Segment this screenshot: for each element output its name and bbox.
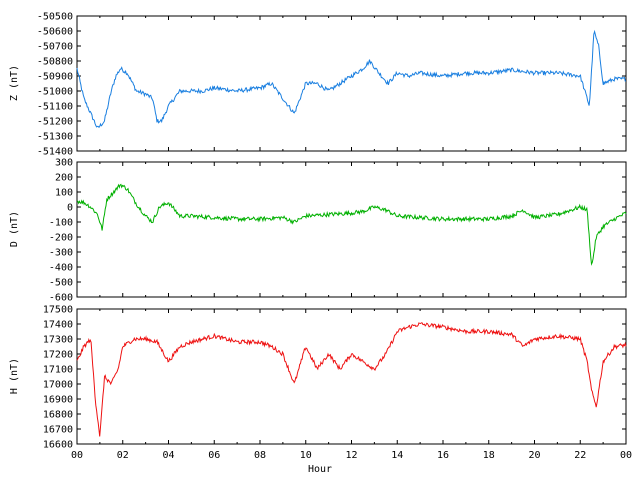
y-tick-label: -51400 xyxy=(37,147,73,158)
y-tick-label: 16800 xyxy=(43,410,73,421)
x-tick-label: 00 xyxy=(71,450,83,461)
y-tick-label: -50800 xyxy=(37,57,73,68)
y-tick-label: 300 xyxy=(55,158,73,169)
y-tick-label: -500 xyxy=(49,278,73,289)
y-tick-label: 0 xyxy=(67,203,73,214)
y-tick-label: -300 xyxy=(49,248,73,259)
y-tick-label: 16700 xyxy=(43,425,73,436)
y-tick-label: -50700 xyxy=(37,42,73,53)
x-tick-label: 14 xyxy=(391,450,403,461)
d-panel: 300 200 100 0 -100 -200 -300 -400 -500 -600 D (nT… xyxy=(9,158,627,304)
x-tick-label: 20 xyxy=(528,450,540,461)
h-panel-frame xyxy=(76,308,627,445)
y-tick-label: 100 xyxy=(55,188,73,199)
y-tick-label: -50600 xyxy=(37,27,73,38)
y-tick-label: -50500 xyxy=(37,12,73,23)
x-tick-label: 04 xyxy=(162,450,174,461)
y-tick-label: 17000 xyxy=(43,380,73,391)
y-tick-label: -51200 xyxy=(37,117,73,128)
y-tick-label: 200 xyxy=(55,173,73,184)
z-axis-label: Z (nT) xyxy=(9,65,20,101)
d-panel-ticks: 300 200 100 0 -100 -200 -300 -400 -500 -600 xyxy=(49,158,627,304)
y-tick-label: 16900 xyxy=(43,395,73,406)
z-panel-frame xyxy=(76,15,627,152)
y-tick-label: -100 xyxy=(49,218,73,229)
y-tick-label: -51100 xyxy=(37,102,73,113)
d-axis-label: D (nT) xyxy=(9,211,20,247)
x-tick-label: 02 xyxy=(117,450,129,461)
y-tick-label: -51300 xyxy=(37,132,73,143)
h-axis-label: H (nT) xyxy=(9,358,20,394)
y-tick-label: 16600 xyxy=(43,440,73,451)
y-tick-label: -200 xyxy=(49,233,73,244)
y-tick-label: 17300 xyxy=(43,335,73,346)
x-tick-label: 10 xyxy=(300,450,312,461)
x-axis-label: Hour xyxy=(308,464,332,475)
h-series-line xyxy=(76,322,627,437)
y-tick-label: 17200 xyxy=(43,350,73,361)
y-tick-label: -600 xyxy=(49,293,73,304)
h-panel: 17500 17400 17300 17200 17100 17000 16900 16800… xyxy=(9,305,627,451)
x-tick-label: 22 xyxy=(574,450,586,461)
y-tick-label: 17100 xyxy=(43,365,73,376)
d-series-line xyxy=(76,183,627,266)
y-tick-label: -400 xyxy=(49,263,73,274)
y-tick-label: -51000 xyxy=(37,87,73,98)
x-tick-label: 12 xyxy=(345,450,357,461)
x-tick-label: 16 xyxy=(437,450,449,461)
d-panel-frame xyxy=(76,161,627,298)
y-tick-label: 17500 xyxy=(43,305,73,316)
x-tick-label: 08 xyxy=(254,450,266,461)
z-panel: -50500 -50600 -50700 -50800 -50900 -51000 -511… xyxy=(9,12,627,158)
x-axis: 00 02 04 06 08 10 12 14 16 18 20 22 00 xyxy=(71,450,632,461)
y-tick-label: 17400 xyxy=(43,320,73,331)
x-tick-label: 06 xyxy=(208,450,220,461)
x-tick-label: 18 xyxy=(483,450,495,461)
z-panel-ticks: -50500 -50600 -50700 -50800 -50900 -51000 -511… xyxy=(37,12,627,158)
z-series-line xyxy=(76,29,626,129)
h-panel-ticks: 17500 17400 17300 17200 17100 17000 16900 16800… xyxy=(43,305,627,451)
y-tick-label: -50900 xyxy=(37,72,73,83)
x-tick-label: 00 xyxy=(620,450,632,461)
